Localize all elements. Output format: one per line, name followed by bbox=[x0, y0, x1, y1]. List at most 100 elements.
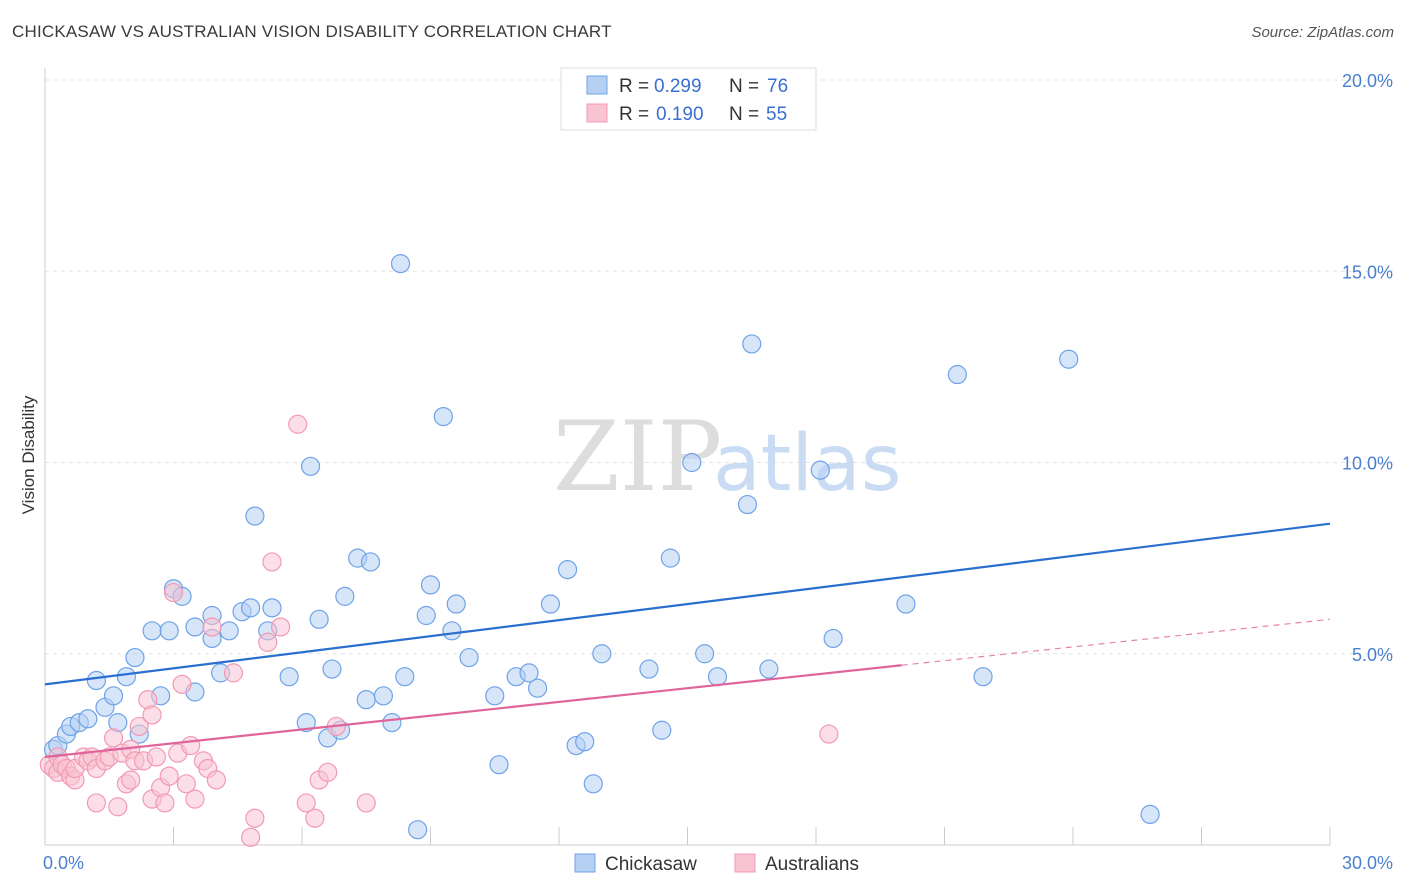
point-chickasaw-74 bbox=[947, 364, 967, 385]
point-chickasaw-71 bbox=[810, 460, 830, 480]
point-chickasaw-8 bbox=[103, 686, 124, 706]
point-chickasaw-57 bbox=[557, 559, 578, 580]
point-chickasaw-56 bbox=[540, 594, 561, 614]
point-australians-55 bbox=[819, 724, 839, 744]
point-chickasaw-63 bbox=[652, 720, 672, 740]
trend-lines bbox=[44, 522, 1331, 759]
point-australians-36 bbox=[181, 735, 201, 756]
point-australians-34 bbox=[172, 674, 192, 694]
point-chickasaw-23 bbox=[219, 621, 239, 641]
point-chickasaw-54 bbox=[519, 663, 539, 683]
point-chickasaw-73 bbox=[896, 594, 916, 614]
point-chickasaw-36 bbox=[335, 586, 355, 606]
point-chickasaw-68 bbox=[737, 494, 758, 515]
y-tick-label-3: 20.0% bbox=[1342, 71, 1393, 91]
point-chickasaw-46 bbox=[420, 575, 441, 595]
legend-swatch-australians bbox=[586, 103, 608, 123]
axes bbox=[44, 68, 1331, 846]
point-chickasaw-10 bbox=[116, 667, 136, 687]
x-tick-label-1: 30.0% bbox=[1342, 853, 1393, 873]
point-chickasaw-45 bbox=[416, 605, 436, 626]
chart-title: CHICKASAW VS AUSTRALIAN VISION DISABILIT… bbox=[12, 22, 612, 41]
legend-swatch-chickasaw bbox=[586, 75, 608, 95]
point-chickasaw-76 bbox=[1059, 349, 1079, 369]
point-australians-13 bbox=[86, 793, 107, 813]
point-chickasaw-59 bbox=[575, 732, 595, 752]
y-tick-label-2: 15.0% bbox=[1342, 262, 1393, 282]
point-chickasaw-34 bbox=[322, 659, 342, 679]
point-chickasaw-66 bbox=[695, 644, 715, 664]
point-chickasaw-50 bbox=[459, 647, 479, 668]
point-chickasaw-38 bbox=[356, 690, 376, 710]
legend-r-label-chickasaw: R = bbox=[619, 76, 649, 97]
point-australians-44 bbox=[245, 808, 265, 828]
legend-box: R = 0.299 N = 76 R = 0.190 N = 55 bbox=[560, 67, 817, 131]
legend-n-australians: 55 bbox=[766, 104, 787, 125]
bottom-legend-swatch-chickasaw bbox=[574, 853, 596, 873]
y-tick-label-0: 5.0% bbox=[1352, 645, 1393, 665]
legend-r-chickasaw: 0.299 bbox=[654, 76, 702, 97]
point-chickasaw-30 bbox=[296, 712, 316, 733]
point-australians-28 bbox=[146, 747, 166, 767]
legend-n-chickasaw: 76 bbox=[767, 76, 788, 97]
bottom-legend-australians: Australians bbox=[765, 854, 859, 875]
point-chickasaw-52 bbox=[489, 755, 509, 775]
point-chickasaw-47 bbox=[433, 407, 453, 427]
point-australians-52 bbox=[318, 762, 338, 782]
legend-n-label-australians: N = bbox=[729, 104, 759, 125]
legend-r-australians: 0.190 bbox=[656, 104, 704, 125]
trend-line-australians bbox=[44, 664, 902, 759]
scatter-points bbox=[39, 254, 1160, 847]
point-chickasaw-40 bbox=[373, 686, 393, 706]
x-tick-label-0: 0.0% bbox=[43, 853, 84, 873]
bottom-legend-swatch-australians bbox=[734, 853, 756, 873]
point-australians-46 bbox=[262, 552, 282, 572]
point-australians-26 bbox=[142, 705, 162, 725]
point-chickasaw-75 bbox=[973, 667, 993, 687]
point-chickasaw-5 bbox=[78, 709, 98, 729]
point-chickasaw-29 bbox=[279, 667, 299, 687]
point-australians-23 bbox=[129, 716, 149, 737]
point-chickasaw-72 bbox=[823, 628, 843, 649]
point-chickasaw-11 bbox=[125, 647, 145, 668]
point-chickasaw-77 bbox=[1140, 804, 1160, 825]
point-chickasaw-48 bbox=[442, 621, 462, 641]
point-australians-48 bbox=[288, 414, 308, 434]
point-chickasaw-15 bbox=[159, 621, 179, 641]
point-australians-32 bbox=[163, 582, 184, 603]
point-chickasaw-60 bbox=[583, 774, 603, 794]
point-australians-17 bbox=[108, 797, 128, 817]
point-australians-20 bbox=[121, 770, 141, 790]
point-chickasaw-64 bbox=[660, 548, 680, 568]
tick-labels: 5.0% 10.0% 15.0% 20.0% 0.0% 30.0% bbox=[43, 71, 1393, 873]
point-australians-43 bbox=[241, 827, 261, 847]
point-australians-35 bbox=[176, 774, 196, 794]
point-chickasaw-25 bbox=[241, 598, 261, 618]
y-tick-label-1: 10.0% bbox=[1342, 454, 1393, 474]
point-chickasaw-31 bbox=[300, 456, 321, 476]
point-chickasaw-49 bbox=[446, 594, 466, 614]
point-chickasaw-19 bbox=[185, 617, 205, 637]
point-australians-50 bbox=[305, 808, 325, 828]
watermark-atlas: atlas bbox=[713, 419, 902, 509]
point-chickasaw-13 bbox=[142, 621, 162, 641]
point-chickasaw-39 bbox=[360, 552, 381, 572]
point-chickasaw-6 bbox=[86, 670, 107, 691]
point-chickasaw-65 bbox=[682, 452, 702, 473]
point-chickasaw-32 bbox=[309, 609, 329, 629]
point-chickasaw-26 bbox=[245, 506, 265, 526]
point-chickasaw-42 bbox=[390, 254, 411, 274]
gridlines bbox=[45, 79, 1395, 655]
source-credit: Source: ZipAtlas.com bbox=[1251, 24, 1394, 41]
point-chickasaw-67 bbox=[707, 667, 728, 687]
point-australians-42 bbox=[223, 663, 244, 683]
point-australians-49 bbox=[296, 793, 316, 813]
point-australians-40 bbox=[202, 617, 222, 637]
point-australians-16 bbox=[103, 728, 124, 748]
point-australians-47 bbox=[270, 617, 291, 637]
point-australians-54 bbox=[356, 793, 376, 813]
point-chickasaw-41 bbox=[382, 712, 402, 733]
point-chickasaw-55 bbox=[527, 678, 548, 698]
point-australians-31 bbox=[159, 766, 179, 786]
